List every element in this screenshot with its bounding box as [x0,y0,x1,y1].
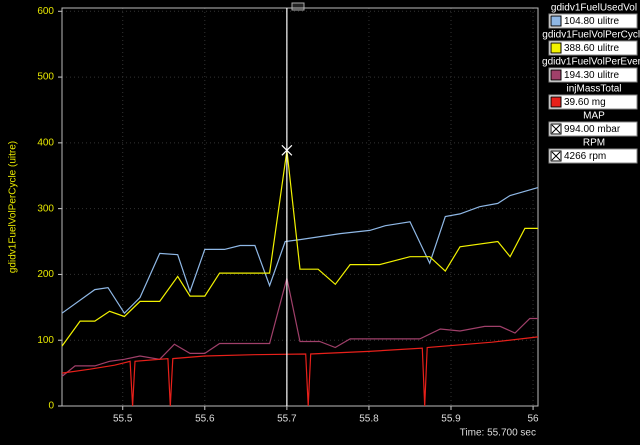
legend-check-x [551,151,561,161]
y-tick-label: 200 [37,269,54,280]
legend-box[interactable] [548,67,638,83]
x-tick-label: 55.9 [441,414,461,425]
legend-box[interactable] [548,148,638,164]
x-tick-label: 56 [528,414,540,425]
legend-name: gdidv1FuelVolPerCycle [542,30,640,41]
y-tick-label: 300 [37,203,54,214]
legend-name: MAP [583,111,605,122]
plot-frame [61,7,539,407]
series-line [61,187,539,315]
y-tick-label: 600 [37,6,54,17]
legend-name: injMassTotal [566,84,621,95]
scroll-handle[interactable] [291,2,305,11]
time-readout: Time: 55.700 sec [460,428,536,439]
x-tick-label: 55.6 [195,414,215,425]
legend-swatch [550,42,562,54]
legend-box[interactable] [548,13,638,29]
series-line [61,336,539,407]
legend-name: gdidv1FuelVolPerEvent [542,57,640,68]
legend-swatch [550,96,562,108]
legend-readout: 39.60 mg [564,97,606,108]
legend-readout: 194.30 ulitre [564,70,619,81]
legend-swatch [550,15,562,27]
legend-box[interactable] [548,94,638,110]
legend-readout: 4266 rpm [564,151,606,162]
legend-name: gdidv1FuelUsedVol [551,3,637,14]
legend-box[interactable] [548,121,638,137]
y-axis-label: gdidv1FuelVolPerCycle (uitre) [8,141,19,273]
y-tick-label: 400 [37,138,54,149]
x-tick-label: 55.5 [113,414,133,425]
legend-check-x [551,124,561,134]
legend-readout: 994.00 mbar [564,124,621,135]
legend-readout: 388.60 ulitre [564,43,619,54]
y-tick-label: 100 [37,335,54,346]
legend-name: RPM [583,138,605,149]
legend-readout: 104.80 ulitre [564,16,619,27]
x-tick-label: 55.7 [277,414,297,425]
cursor-marker [281,144,293,156]
y-tick-label: 0 [48,401,54,412]
y-tick-label: 500 [37,72,54,83]
x-tick-label: 55.8 [359,414,379,425]
legend-box[interactable] [548,40,638,56]
legend-swatch [550,69,562,81]
